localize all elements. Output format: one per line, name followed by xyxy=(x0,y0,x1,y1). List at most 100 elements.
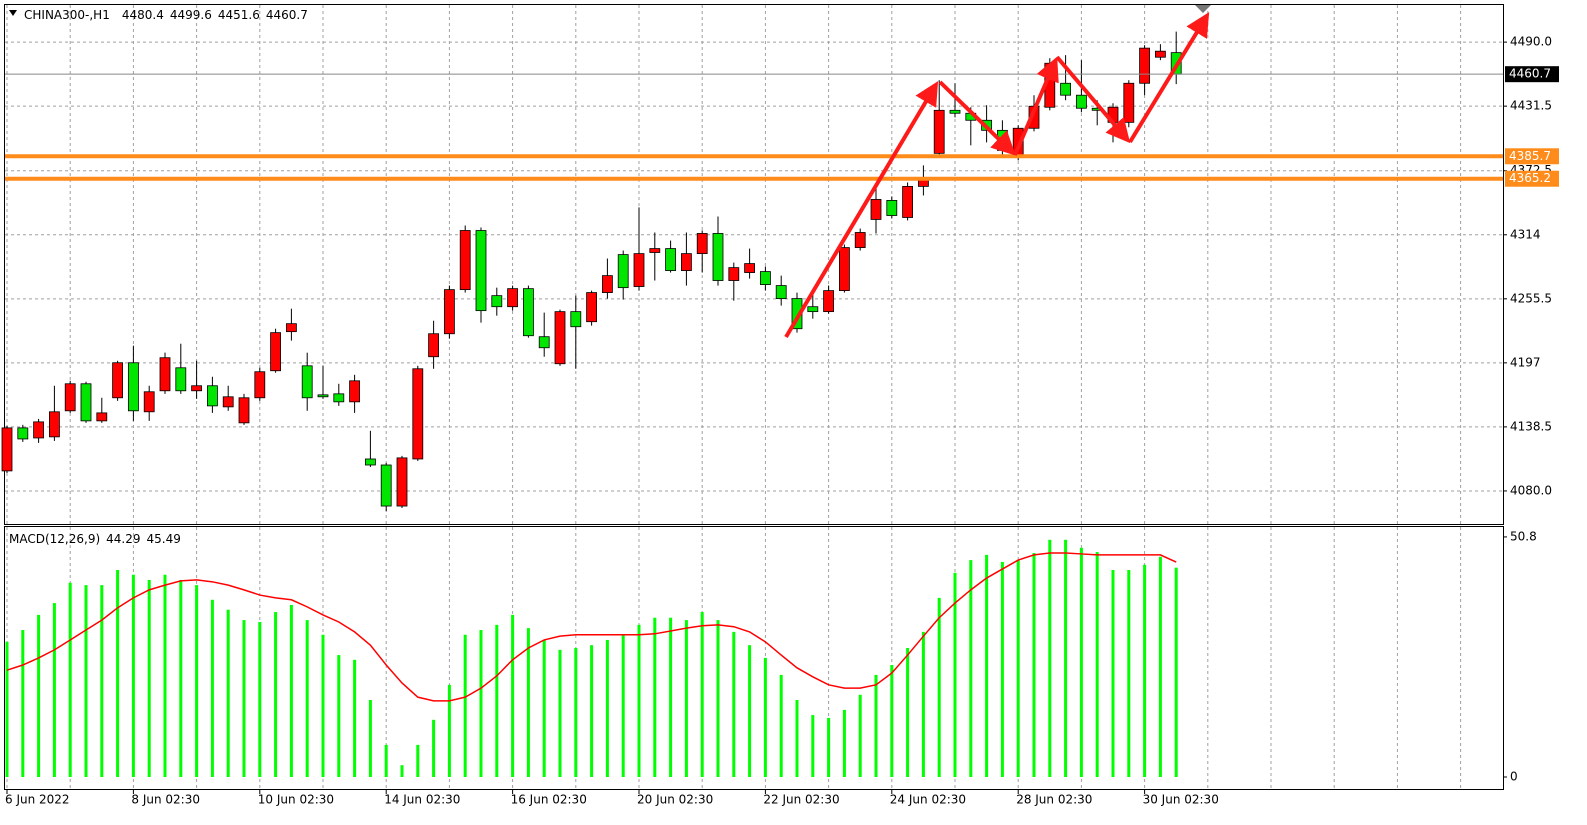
level-label: 4385.7 xyxy=(1509,149,1551,163)
marks xyxy=(1,31,1503,778)
macd-bar xyxy=(1016,560,1020,778)
y-tick-label: 4431.5 xyxy=(1510,99,1552,113)
macd-bar xyxy=(763,657,767,778)
macd-panel xyxy=(4,526,1504,790)
macd-bar xyxy=(621,634,625,778)
candle-body xyxy=(681,253,692,271)
y-tick-label: 4138.5 xyxy=(1510,419,1552,433)
signal-line xyxy=(6,552,1177,702)
macd-bar xyxy=(1000,561,1004,778)
macd-bar xyxy=(289,604,293,778)
macd-bar xyxy=(210,599,214,778)
low: 4451.6 xyxy=(218,8,260,22)
macd-bar xyxy=(274,612,278,778)
candle-body xyxy=(523,288,534,337)
candle-body xyxy=(712,233,724,281)
y-tick-label: 4314 xyxy=(1510,227,1541,241)
x-tick-label: 22 Jun 02:30 xyxy=(763,793,839,807)
macd-bar xyxy=(605,639,609,778)
macd-bar xyxy=(1079,547,1083,778)
macd-bar xyxy=(1143,564,1147,778)
macd-bar xyxy=(1127,570,1131,778)
macd-bar xyxy=(416,744,420,778)
macd-value: 44.29 xyxy=(106,532,140,546)
macd-bar xyxy=(495,624,499,778)
macd-bar xyxy=(242,620,246,778)
x-tick-label: 8 Jun 02:30 xyxy=(131,793,200,807)
candle-body xyxy=(380,464,392,507)
candle-body xyxy=(127,362,139,412)
candle-body xyxy=(443,289,455,335)
macd-bar xyxy=(400,765,404,778)
macd-bar xyxy=(669,617,673,778)
candle-body xyxy=(285,323,297,333)
signal-value: 45.49 xyxy=(147,532,181,546)
macd-bar xyxy=(890,664,894,778)
macd-bar xyxy=(558,649,562,778)
candle-body xyxy=(949,109,961,114)
candle-body xyxy=(617,254,629,289)
candle-body xyxy=(1076,94,1087,109)
candle-body xyxy=(159,357,171,392)
candle-body xyxy=(870,199,882,220)
macd-bar xyxy=(969,560,973,778)
level-label-box xyxy=(1505,148,1559,165)
macd-bar xyxy=(921,631,925,778)
x-tick-label: 16 Jun 02:30 xyxy=(511,793,587,807)
macd-bar xyxy=(1111,570,1115,778)
macd-bar xyxy=(526,628,530,778)
candle-body xyxy=(270,332,282,372)
x-tick-label: 14 Jun 02:30 xyxy=(384,793,460,807)
y-tick-label: 4490.0 xyxy=(1510,35,1552,49)
macd-bar xyxy=(858,694,862,778)
macd-bar xyxy=(1032,552,1036,778)
macd-bar xyxy=(1095,552,1099,778)
candle-body xyxy=(301,365,313,399)
candle-body xyxy=(1,427,13,472)
macd-bar xyxy=(337,655,341,778)
candle-body xyxy=(364,458,376,466)
macd-bar xyxy=(432,719,436,778)
candle-body xyxy=(428,333,440,358)
y-tick-label: 0 xyxy=(1510,770,1518,784)
arrow xyxy=(1013,56,1059,156)
candle-body xyxy=(96,412,108,422)
candle-body xyxy=(459,230,471,291)
macd-bar xyxy=(827,717,831,778)
x-tick-label: 28 Jun 02:30 xyxy=(1016,793,1092,807)
candle-body xyxy=(586,292,597,323)
candle-body xyxy=(933,109,945,154)
candle-body xyxy=(839,247,850,292)
candle-body xyxy=(507,288,519,308)
candle-body xyxy=(317,394,329,398)
candle-body xyxy=(854,232,866,248)
zigzag-arrows xyxy=(784,12,1210,339)
macd-bar xyxy=(384,744,388,778)
candle-body xyxy=(475,230,487,312)
macd-bar xyxy=(305,620,309,778)
candle-body xyxy=(696,233,708,255)
macd-bar xyxy=(874,674,878,778)
macd-bar xyxy=(1048,539,1052,778)
candle-body xyxy=(33,421,44,439)
y-tick-label: 4080.0 xyxy=(1510,483,1552,497)
x-tick-label: 24 Jun 02:30 xyxy=(890,793,966,807)
candle-body xyxy=(49,411,60,438)
macd-bar xyxy=(779,674,783,778)
shift-marker xyxy=(1195,5,1211,13)
candle-body xyxy=(254,371,266,399)
macd-bar xyxy=(795,699,799,778)
y-tick-label: 4255.5 xyxy=(1510,291,1552,305)
candle-body xyxy=(191,385,203,392)
macd-bar xyxy=(1174,567,1178,778)
level-label: 4365.2 xyxy=(1509,171,1551,185)
macd-bar xyxy=(590,645,594,778)
price-label: 4460.7 xyxy=(1509,67,1551,81)
candle-body xyxy=(333,393,345,403)
candle-body xyxy=(570,311,582,328)
x-tick-label: 30 Jun 02:30 xyxy=(1143,793,1219,807)
macd-bar xyxy=(463,634,467,778)
macd-bar xyxy=(479,630,483,778)
